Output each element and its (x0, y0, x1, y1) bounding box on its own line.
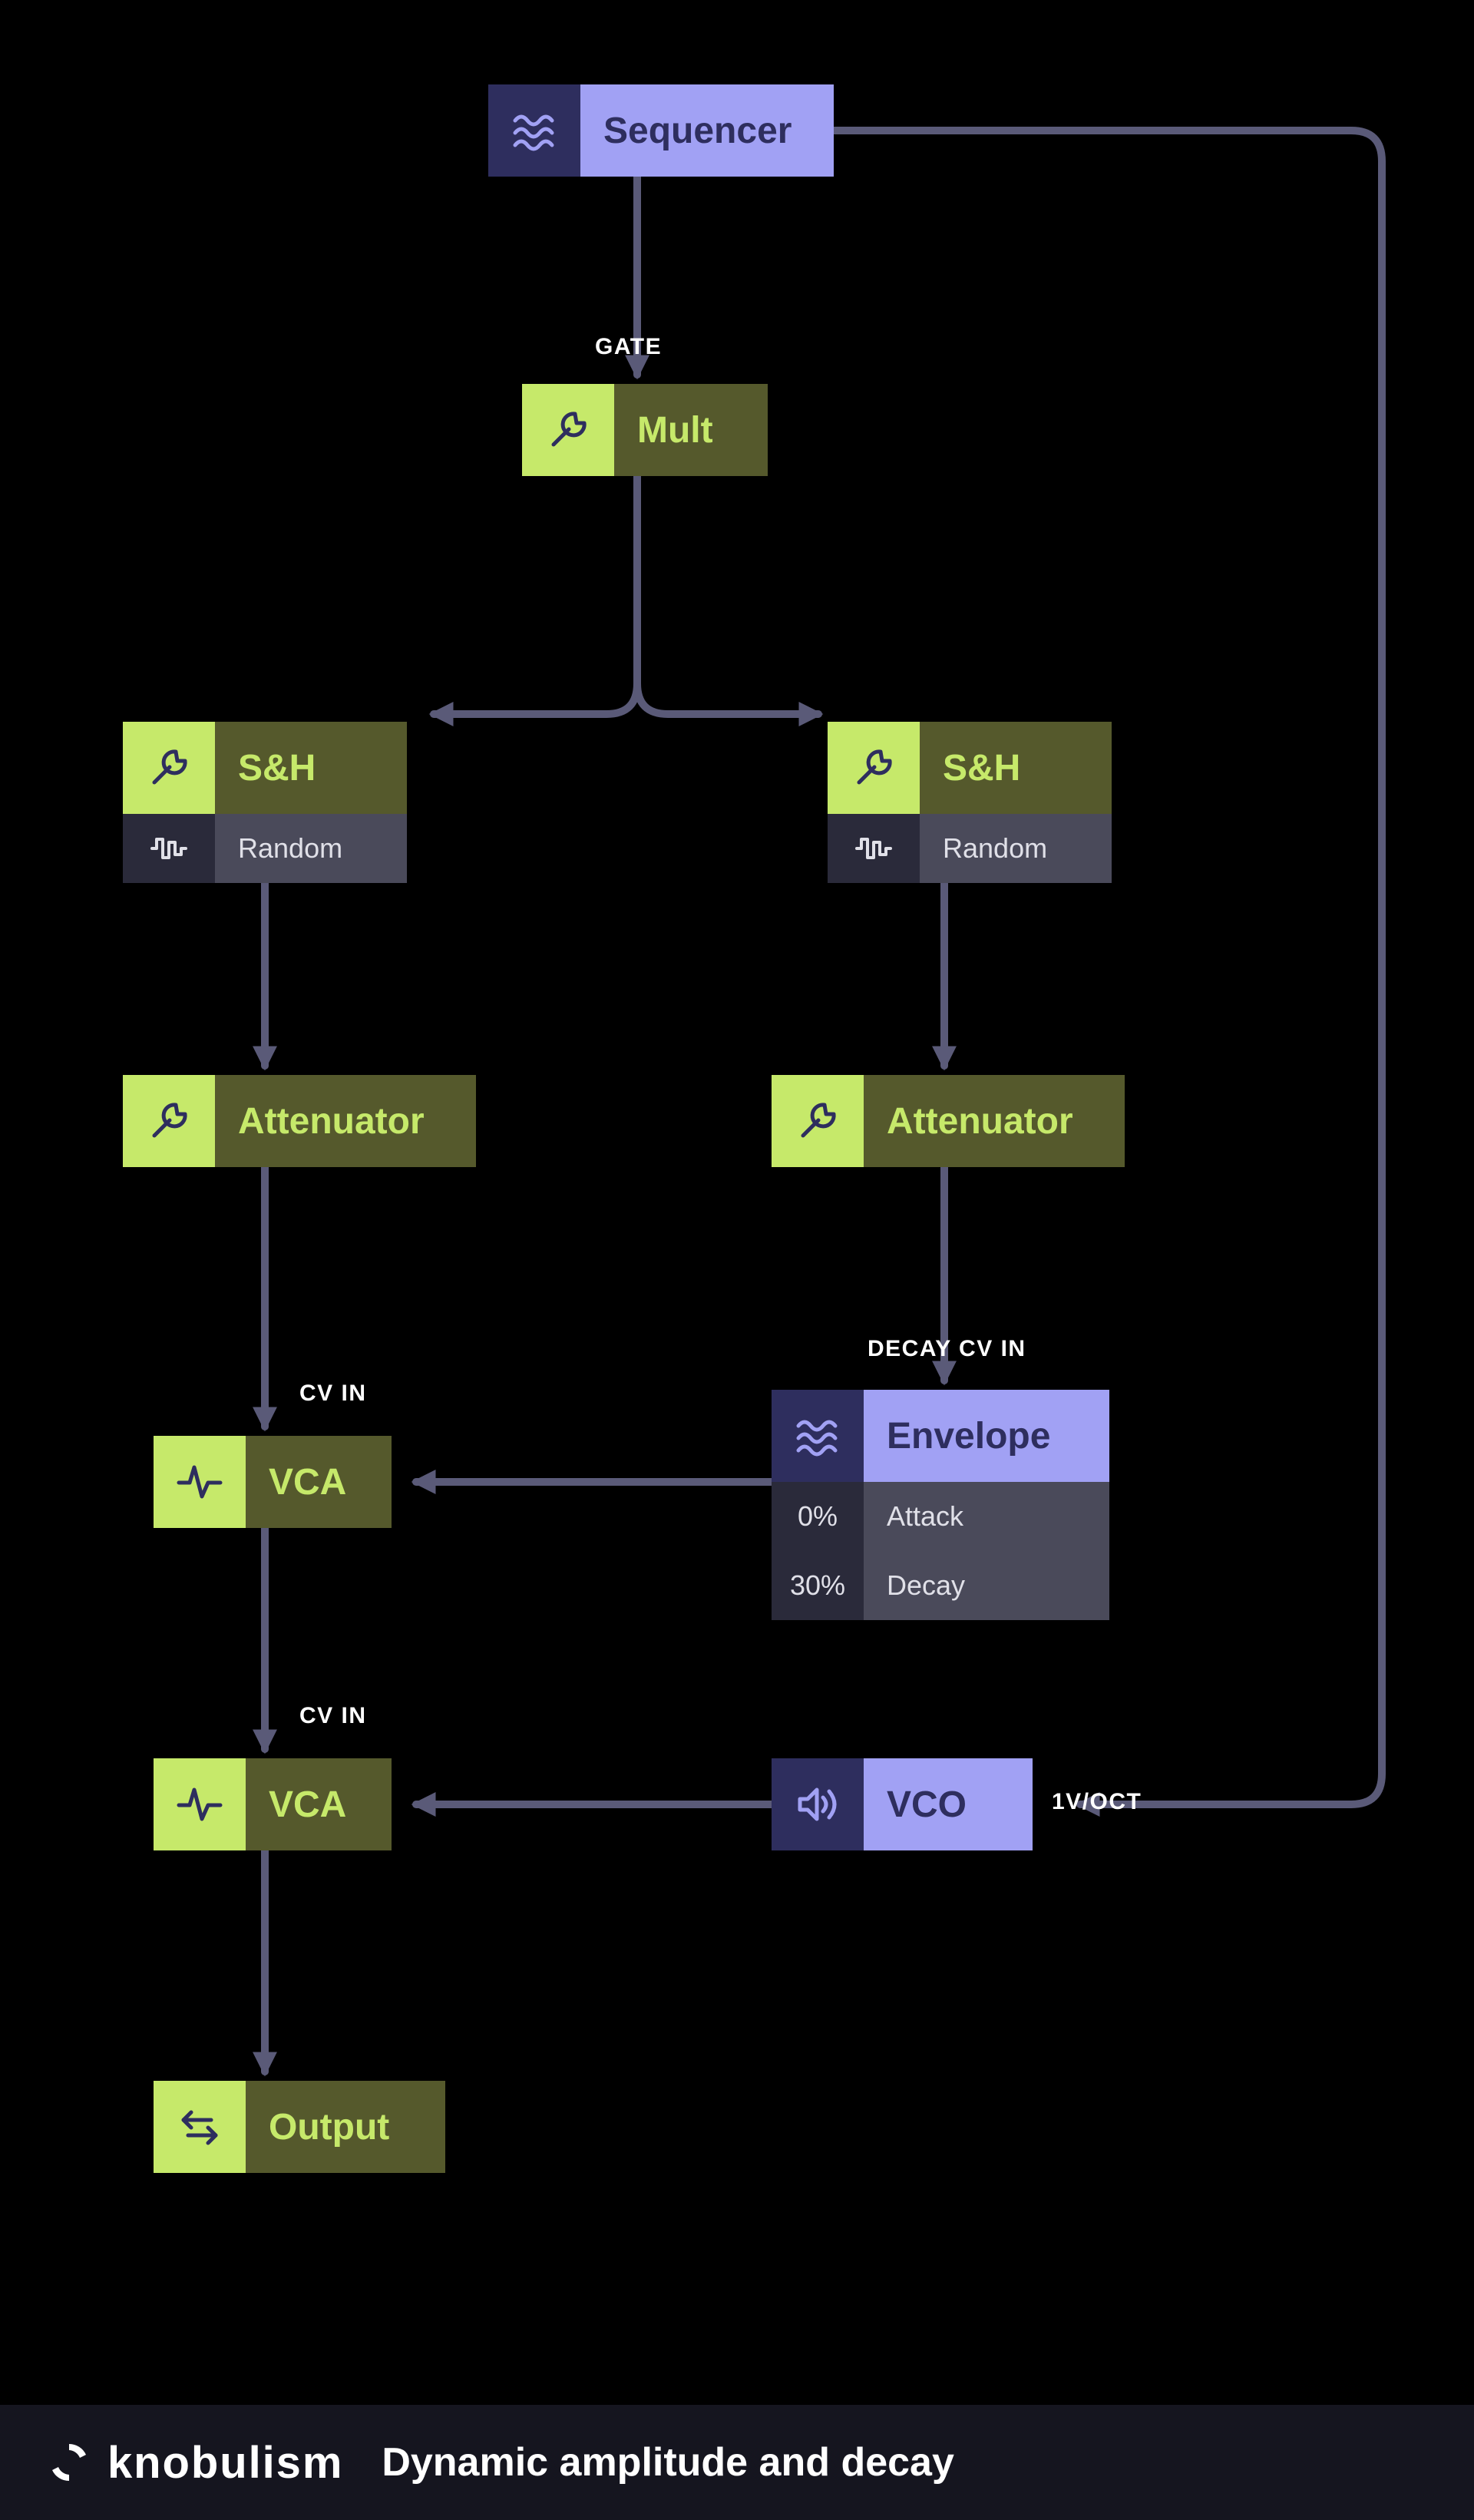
node-label: Sequencer (580, 84, 834, 177)
node-param-row: 30%Decay (772, 1551, 1109, 1620)
param-label: Random (215, 814, 407, 883)
node-header: VCA (154, 1436, 392, 1528)
param-value: 0% (772, 1482, 864, 1551)
node-envelope: Envelope0%Attack30%Decay (772, 1390, 1109, 1620)
edge-label: 1V/OCT (1052, 1789, 1142, 1815)
node-label: VCA (246, 1758, 392, 1850)
node-header: Attenuator (772, 1075, 1125, 1167)
node-param-row: 0%Attack (772, 1482, 1109, 1551)
diagram-canvas: Sequencer Mult S&H Random S&H Random Att… (0, 0, 1474, 2520)
node-param-row: Random (828, 814, 1112, 883)
node-label: VCO (864, 1758, 1033, 1850)
node-sh_left: S&H Random (123, 722, 407, 883)
edge-path (434, 476, 637, 714)
node-header: VCO (772, 1758, 1033, 1850)
node-label: Attenuator (215, 1075, 476, 1167)
brand-logo: knobulism (46, 2437, 343, 2489)
footer-title: Dynamic amplitude and decay (382, 2439, 954, 2485)
node-header: Attenuator (123, 1075, 476, 1167)
wrench-icon (522, 384, 614, 476)
node-header: Output (154, 2081, 445, 2173)
waves-icon (488, 84, 580, 177)
node-label: Output (246, 2081, 445, 2173)
node-param-row: Random (123, 814, 407, 883)
node-atten_right: Attenuator (772, 1075, 1125, 1167)
node-label: S&H (215, 722, 407, 814)
footer-bar: knobulism Dynamic amplitude and decay (0, 2405, 1474, 2520)
wrench-icon (123, 1075, 215, 1167)
pulse-icon (154, 1758, 246, 1850)
edge-label: CV IN (299, 1703, 367, 1729)
edge-path (637, 683, 818, 714)
noise-icon (828, 814, 920, 883)
node-sh_right: S&H Random (828, 722, 1112, 883)
node-vco: VCO (772, 1758, 1033, 1850)
noise-icon (123, 814, 215, 883)
node-label: VCA (246, 1436, 392, 1528)
wrench-icon (828, 722, 920, 814)
node-label: Mult (614, 384, 768, 476)
edge-label: GATE (595, 334, 662, 360)
speaker-icon (772, 1758, 864, 1850)
edge-label: DECAY CV IN (868, 1336, 1026, 1362)
node-output: Output (154, 2081, 445, 2173)
node-header: S&H (123, 722, 407, 814)
brand-text: knobulism (107, 2437, 343, 2489)
node-header: Mult (522, 384, 768, 476)
waves-icon (772, 1390, 864, 1482)
node-header: Envelope (772, 1390, 1109, 1482)
param-label: Attack (864, 1482, 1109, 1551)
node-header: S&H (828, 722, 1112, 814)
node-vca1: VCA (154, 1436, 392, 1528)
param-value: 30% (772, 1551, 864, 1620)
brand-icon (46, 2439, 92, 2485)
wrench-icon (772, 1075, 864, 1167)
param-label: Decay (864, 1551, 1109, 1620)
node-vca2: VCA (154, 1758, 392, 1850)
node-label: Envelope (864, 1390, 1109, 1482)
param-label: Random (920, 814, 1112, 883)
node-sequencer: Sequencer (488, 84, 834, 177)
wrench-icon (123, 722, 215, 814)
node-header: Sequencer (488, 84, 834, 177)
node-mult: Mult (522, 384, 768, 476)
pulse-icon (154, 1436, 246, 1528)
edge-label: CV IN (299, 1381, 367, 1407)
swap-icon (154, 2081, 246, 2173)
node-atten_left: Attenuator (123, 1075, 476, 1167)
node-label: Attenuator (864, 1075, 1125, 1167)
node-header: VCA (154, 1758, 392, 1850)
node-label: S&H (920, 722, 1112, 814)
